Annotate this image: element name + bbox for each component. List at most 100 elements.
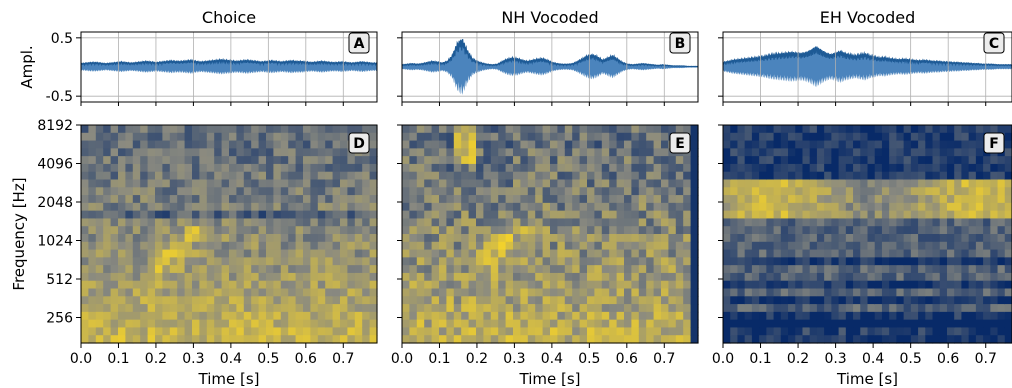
spectrogram-cell [1004,187,1012,196]
spectrogram-cell [954,335,963,344]
spectrogram-cell [310,304,319,313]
spectrogram-cell [288,311,297,321]
spectrogram-cell [737,125,746,134]
spectrogram-cell [110,187,119,196]
spectrogram-cell [266,319,274,329]
spectrogram-cell [439,171,447,181]
spectrogram-cell [881,226,890,235]
spectrogram-cell [416,327,425,336]
spectrogram-cell [1004,148,1012,157]
spectrogram-cell [303,234,311,243]
spectrogram-cell [780,327,789,336]
spectrogram-cell [251,311,260,321]
spectrogram-cell [431,296,440,305]
spectrogram-cell [266,288,274,297]
spectrogram-cell [939,257,948,266]
spectrogram-cell [925,304,934,313]
spectrogram-cell [730,288,739,297]
spectrogram-cell [147,202,156,212]
spectrogram-cell [759,125,767,134]
spectrogram-cell [638,226,647,235]
spectrogram-cell [162,335,171,344]
spectrogram-cell [1004,272,1012,282]
spectrogram-cell [95,218,104,227]
spectrogram-cell [683,195,692,204]
spectrogram-cell [572,280,581,290]
spectrogram-cell [759,148,767,157]
spectrogram-cell [347,311,356,321]
spectrogram-cell [867,132,876,142]
spectrogram-cell [169,179,178,188]
spectrogram-cell [675,265,684,274]
spectrogram-cell [125,140,134,149]
spectrogram-cell [723,210,731,220]
spectrogram-cell [214,187,223,196]
spectrogram-cell [896,257,905,266]
spectrogram-cell [867,311,876,321]
spectrogram-cell [369,202,378,212]
spectrogram-cell [925,210,934,220]
spectrogram-cell [946,304,955,313]
spectrogram-cell [110,148,119,157]
spectrogram-cell [824,335,832,344]
spectrogram-cell [251,163,260,173]
spectrogram-cell [498,280,507,290]
spectrogram-cell [910,234,919,243]
spectrogram-cell [780,140,789,149]
spectrogram-cell [961,296,970,305]
spectrogram-cell [939,187,948,196]
spectrogram-cell [483,311,492,321]
spectrogram-cell [221,265,230,274]
x-tick-label: 0.3 [503,351,525,367]
spectrogram-cell [824,187,832,196]
spectrogram-cell [961,187,970,196]
spectrogram-cell [766,140,775,149]
spectrogram-cell [954,319,963,329]
spectrogram-cell [638,132,647,142]
spectrogram-cell [140,226,149,235]
spectrogram-cell [81,195,89,204]
spectrogram-cell [730,241,739,251]
spectrogram-cell [646,272,655,282]
spectrogram-cell [809,249,818,258]
spectrogram-cell [751,132,760,142]
spectrogram-cell [214,241,223,251]
spectrogram-cell [184,280,193,290]
spectrogram-cell [795,311,804,321]
spectrogram-cell [162,319,171,329]
spectrogram-cell [653,288,662,297]
spectrogram-cell [155,171,163,181]
spectrogram-cell [903,156,912,165]
spectrogram-cell [325,218,334,227]
spectrogram-cell [505,249,514,258]
spectrogram-cell [572,257,581,266]
spectrogram-cell [273,304,282,313]
spectrogram-cell [535,156,544,165]
spectrogram-cell [347,304,356,313]
spectrogram-cell [572,132,581,142]
spectrogram-cell [81,202,89,212]
spectrogram-cell [362,296,371,305]
spectrogram-cell [446,125,455,134]
spectrogram-cell [236,296,245,305]
spectrogram-cell [968,171,977,181]
spectrogram-cell [147,234,156,243]
spectrogram-cell [88,311,97,321]
spectrogram-cell [162,241,171,251]
spectrogram-cell [354,265,363,274]
spectrogram-cell [184,156,193,165]
spectrogram-cell [860,125,869,134]
spectrogram-cell [132,296,141,305]
spectrogram-cell [110,226,119,235]
spectrogram-cell [177,241,186,251]
spectrogram-cell [759,241,767,251]
spectrogram-cell [572,179,581,188]
spectrogram-cell [881,210,890,220]
spectrogram-cell [184,218,193,227]
spectrogram-cell [243,210,252,220]
spectrogram-cell [476,327,484,336]
spectrogram-cell [325,148,334,157]
spectrogram-cell [609,319,618,329]
spectrogram-cell [594,218,603,227]
spectrogram-cell [369,140,378,149]
